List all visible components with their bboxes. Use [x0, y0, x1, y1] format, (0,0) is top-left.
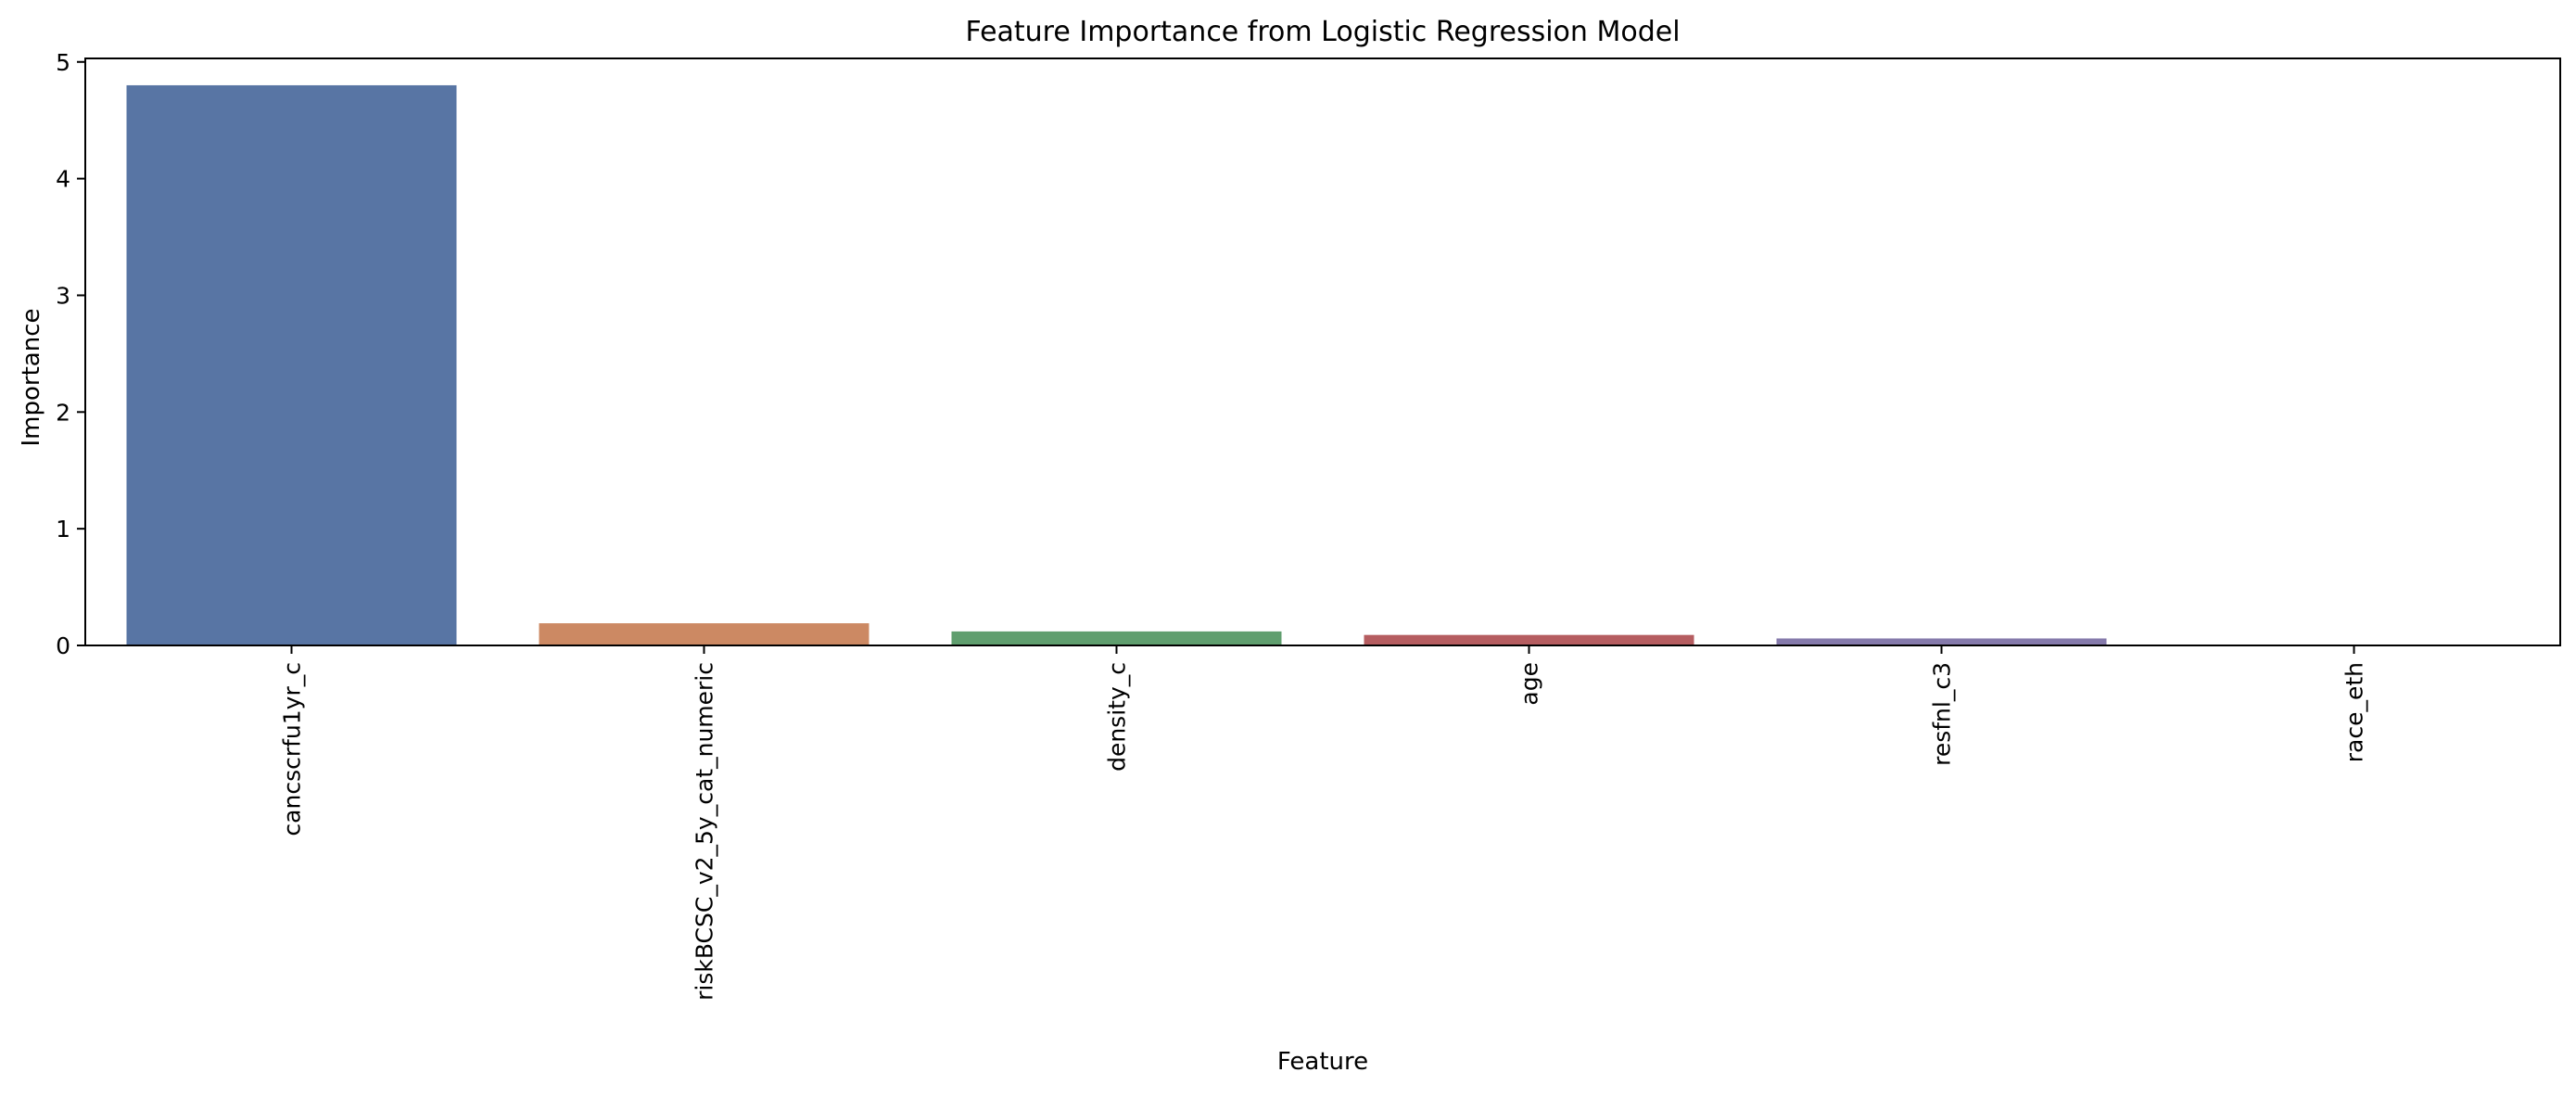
x-axis: cancscrfu1yr_c riskBCSC_v2_5y_cat_numeric…: [279, 645, 2368, 1001]
x-tick-label: riskBCSC_v2_5y_cat_numeric: [692, 662, 718, 1001]
plot-area: [126, 84, 2107, 645]
y-tick-label: 3: [56, 282, 70, 309]
y-tick-label: 4: [56, 166, 70, 193]
x-axis-label: Feature: [1277, 1048, 1368, 1076]
x-tick-label: resfnl_c3: [1929, 662, 1956, 766]
y-tick-label: 1: [56, 516, 70, 543]
x-tick-label: cancscrfu1yr_c: [279, 662, 306, 836]
x-tick-label: density_c: [1104, 662, 1131, 772]
bar-age: [1364, 634, 1694, 645]
y-tick-label: 0: [56, 632, 70, 659]
bar-density_c: [951, 631, 1282, 645]
bar-riskBCSC_v2_5y_cat_numeric: [539, 623, 869, 645]
y-axis-label: Importance: [18, 309, 45, 447]
y-tick-label: 5: [56, 49, 70, 76]
plot-frame: [84, 57, 2561, 646]
y-axis: 0 1 2 3 4 5: [56, 49, 85, 659]
x-tick-label: age: [1516, 662, 1543, 706]
chart-title: Feature Importance from Logistic Regress…: [965, 16, 1680, 48]
bar-cancscrfu1yr_c: [126, 84, 457, 645]
x-tick-label: race_eth: [2341, 662, 2368, 762]
y-tick-label: 2: [56, 399, 70, 426]
bar-resfnl_c3: [1776, 638, 2107, 645]
